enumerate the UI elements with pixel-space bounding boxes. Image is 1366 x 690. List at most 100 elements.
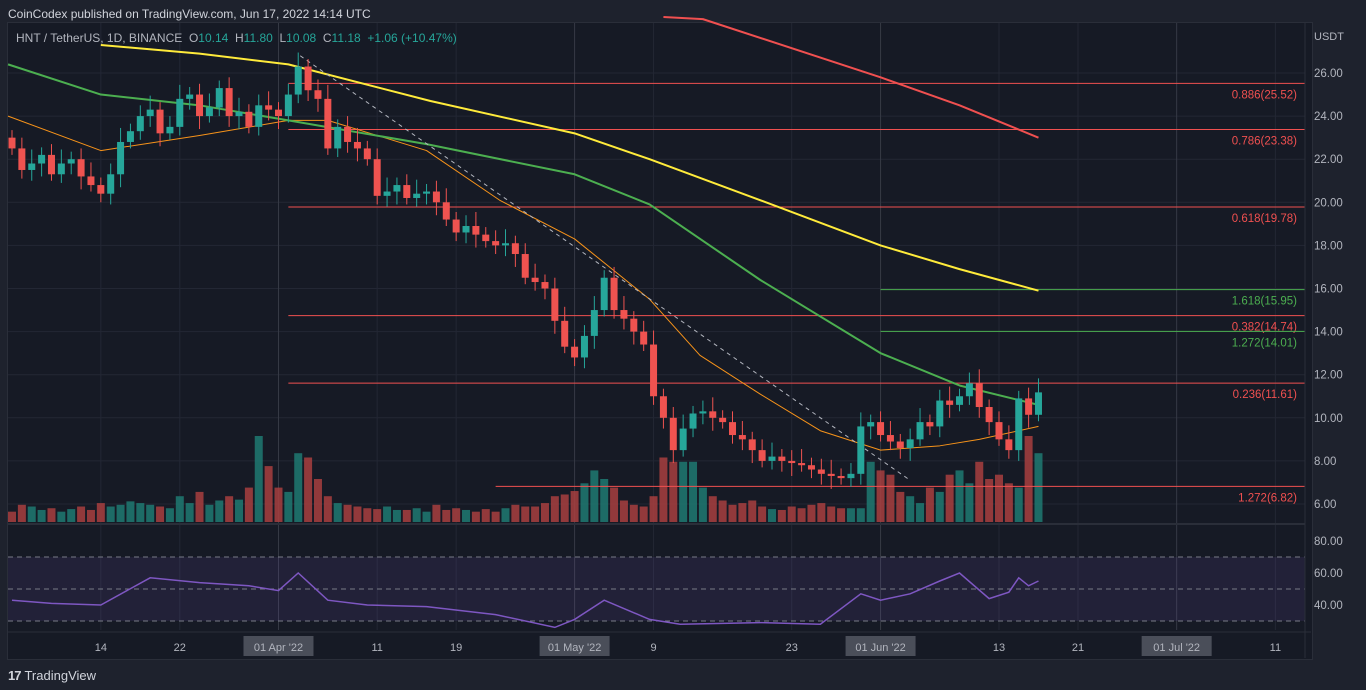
candle-down bbox=[729, 422, 737, 436]
candle-down bbox=[877, 422, 885, 436]
candle-up bbox=[205, 107, 213, 117]
volume-bar bbox=[175, 496, 184, 522]
candle-down bbox=[245, 111, 253, 127]
ma-line-ma200 bbox=[663, 15, 1039, 139]
candle-down bbox=[827, 473, 835, 476]
volume-bar bbox=[550, 496, 559, 522]
price-tick-label: 24.00 bbox=[1314, 111, 1343, 123]
time-tick-label: 01 Jul '22 bbox=[1153, 642, 1200, 654]
symbol-name: HNT / TetherUS, 1D, BINANCE bbox=[16, 31, 183, 45]
candle-up bbox=[146, 109, 154, 117]
candle-down bbox=[709, 411, 717, 418]
candle-up bbox=[107, 174, 115, 194]
candle-down bbox=[886, 435, 894, 442]
low-value: 10.08 bbox=[286, 31, 317, 45]
volume-bar bbox=[185, 503, 194, 522]
candle-down bbox=[225, 88, 233, 117]
candle-down bbox=[669, 417, 677, 451]
candle-up bbox=[916, 422, 924, 440]
volume-bar bbox=[817, 503, 826, 522]
candle-down bbox=[541, 282, 549, 289]
candle-down bbox=[738, 435, 746, 440]
volume-bar bbox=[294, 453, 303, 522]
volume-bar bbox=[353, 506, 362, 522]
candle-down bbox=[748, 439, 756, 451]
volume-bar bbox=[1004, 483, 1013, 522]
candle-down bbox=[650, 344, 658, 397]
volume-bar bbox=[501, 508, 510, 522]
brand-name[interactable]: TradingView bbox=[24, 668, 97, 683]
volume-bar bbox=[442, 509, 451, 522]
candle-down bbox=[985, 407, 993, 423]
candle-up bbox=[768, 456, 776, 461]
volume-bar bbox=[629, 504, 638, 522]
volume-bar bbox=[333, 503, 342, 522]
symbol-legend: HNT / TetherUS, 1D, BINANCE O10.14 H11.8… bbox=[16, 31, 457, 45]
volume-bar bbox=[481, 509, 490, 522]
chart-frame bbox=[7, 22, 1313, 660]
time-tick-label: 01 Jun '22 bbox=[855, 642, 905, 654]
volume-bar bbox=[313, 479, 322, 522]
candle-down bbox=[1005, 439, 1013, 451]
price-tick-label: 6.00 bbox=[1314, 499, 1336, 511]
volume-bar bbox=[422, 511, 431, 522]
candle-down bbox=[196, 94, 204, 117]
volume-bar bbox=[195, 491, 204, 522]
candle-down bbox=[837, 475, 845, 479]
candle-down bbox=[571, 346, 579, 358]
candle-up bbox=[857, 426, 865, 474]
candle-down bbox=[620, 310, 628, 319]
change-value: +1.06 (+10.47%) bbox=[367, 31, 457, 45]
volume-bar bbox=[511, 504, 520, 522]
volume-bar bbox=[610, 487, 619, 522]
candle-up bbox=[383, 191, 391, 196]
candle-down bbox=[659, 396, 667, 418]
rsi-line bbox=[11, 571, 1039, 629]
ma-line-ma20 bbox=[7, 115, 1039, 451]
fib-level-label: 0.786(23.38) bbox=[1232, 135, 1297, 147]
volume-bar bbox=[1034, 453, 1043, 522]
volume-bar bbox=[77, 506, 86, 522]
volume-bar bbox=[975, 461, 984, 522]
candle-down bbox=[719, 417, 727, 423]
candle-up bbox=[956, 396, 964, 405]
price-tick-label: 26.00 bbox=[1314, 68, 1343, 80]
volume-bar bbox=[471, 511, 480, 522]
volume-bar bbox=[284, 491, 293, 522]
volume-bar bbox=[590, 470, 599, 522]
volume-bar bbox=[373, 509, 382, 522]
volume-bar bbox=[886, 474, 895, 522]
volume-bar bbox=[136, 503, 145, 522]
volume-bar bbox=[462, 509, 471, 522]
candle-down bbox=[363, 148, 371, 160]
candle-up bbox=[689, 413, 697, 429]
volume-bar bbox=[758, 506, 767, 522]
candle-up bbox=[215, 88, 223, 108]
time-tick-label: 9 bbox=[650, 642, 656, 654]
candle-up bbox=[117, 141, 125, 175]
volume-bar bbox=[1024, 436, 1033, 522]
volume-bar bbox=[906, 496, 915, 522]
candle-up bbox=[423, 191, 431, 194]
candle-up bbox=[502, 243, 509, 246]
volume-bar bbox=[37, 509, 46, 522]
candle-up bbox=[235, 111, 243, 117]
volume-bar bbox=[106, 506, 115, 522]
volume-bar bbox=[274, 487, 283, 522]
candle-down bbox=[87, 176, 95, 186]
candle-up bbox=[847, 473, 855, 479]
volume-bar bbox=[1014, 487, 1023, 522]
price-tick-label: 16.00 bbox=[1314, 284, 1343, 296]
volume-bar bbox=[491, 511, 500, 522]
time-label-highlight bbox=[243, 636, 314, 656]
candle-down bbox=[926, 422, 934, 427]
volume-bar bbox=[254, 436, 263, 522]
volume-bar bbox=[846, 508, 855, 522]
volume-bar bbox=[639, 506, 648, 522]
high-value: 11.80 bbox=[243, 31, 273, 45]
candle-down bbox=[472, 226, 480, 235]
volume-bar bbox=[402, 509, 411, 522]
volume-bar bbox=[264, 466, 273, 522]
volume-bar bbox=[146, 504, 155, 522]
